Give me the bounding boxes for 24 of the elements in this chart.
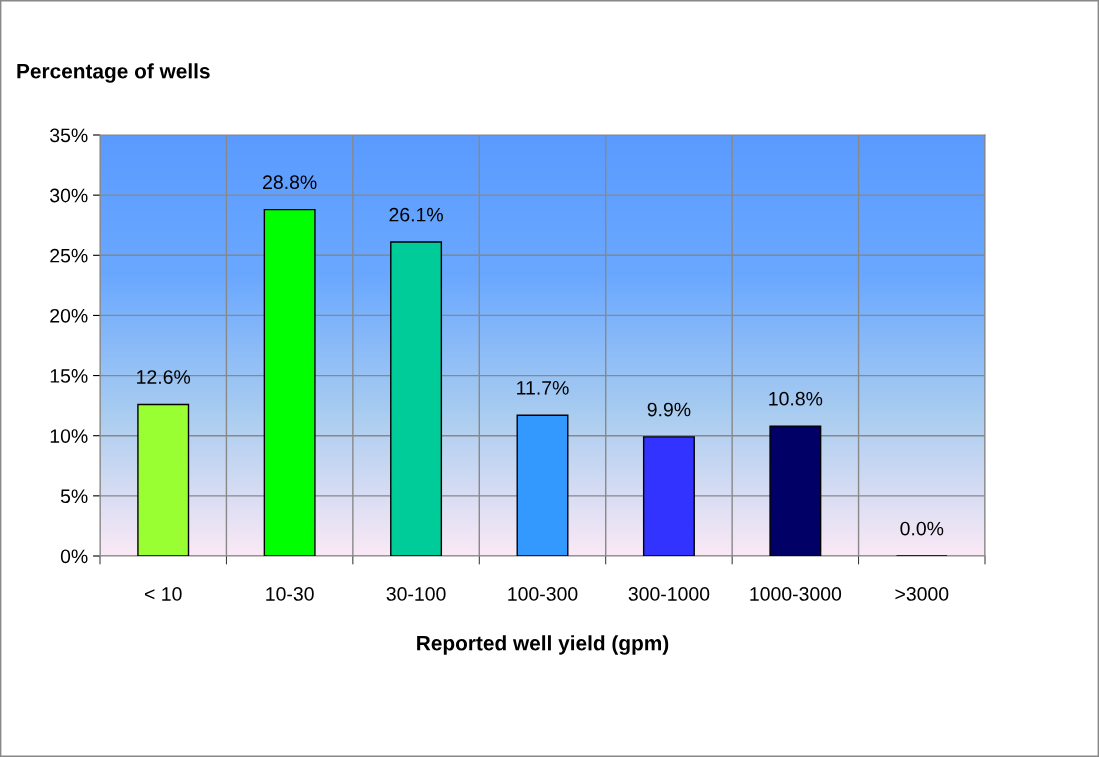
y-tick-label: 25%: [50, 248, 88, 263]
y-tick-label: 0%: [60, 549, 88, 564]
x-axis-title: Reported well yield (gpm): [417, 635, 669, 655]
data-label: 12.6%: [137, 370, 191, 384]
data-label: 10.8%: [769, 391, 823, 406]
y-tick-label: 20%: [50, 308, 88, 323]
data-label: 0.0%: [900, 521, 944, 536]
x-tick-label: 1000-3000: [750, 587, 842, 601]
x-tick-label: 300-1000: [628, 587, 710, 601]
data-label: 11.7%: [517, 381, 569, 395]
y-tick-label: 10%: [50, 429, 88, 443]
y-tick-label: 5%: [60, 489, 88, 504]
x-tick-label: 100-300: [508, 587, 578, 601]
y-tick-label: 35%: [50, 128, 88, 143]
y-tick-label: 30%: [50, 188, 88, 203]
data-label: 26.1%: [389, 207, 443, 222]
y-tick-label: 15%: [50, 369, 88, 383]
data-label: 28.8%: [263, 175, 317, 190]
chart-title: Percentage of wells: [17, 63, 210, 83]
x-tick-label: < 10: [144, 587, 182, 601]
x-tick-label: >3000: [895, 587, 949, 601]
x-tick-label: 10-30: [266, 587, 314, 601]
data-label: 9.9%: [647, 402, 691, 417]
x-tick-label: 30-100: [386, 587, 446, 601]
